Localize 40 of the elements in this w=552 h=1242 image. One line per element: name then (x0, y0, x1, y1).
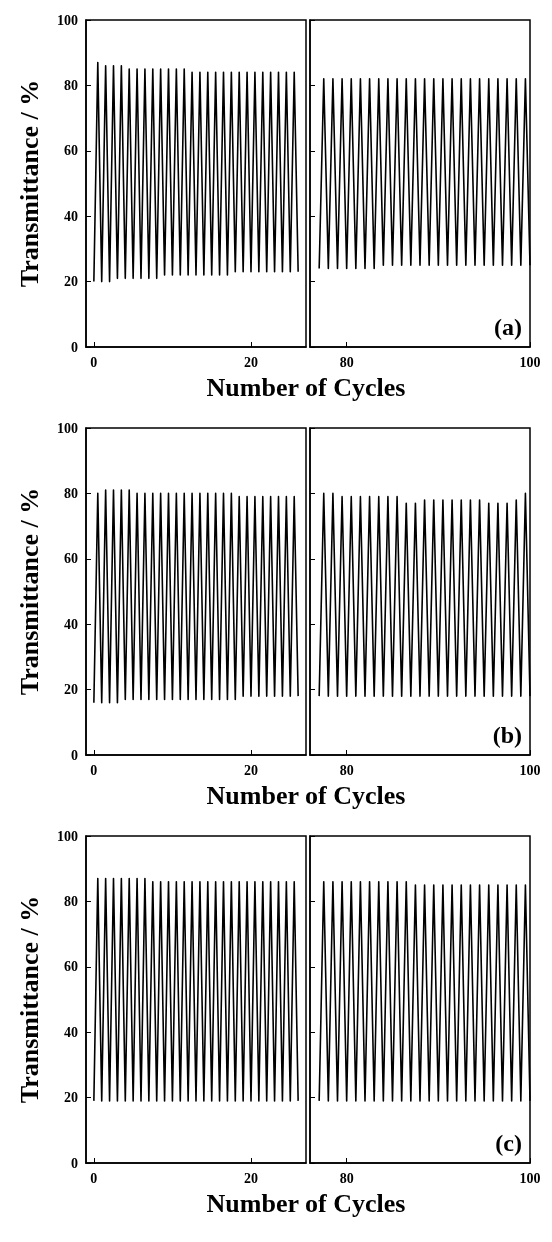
y-tick-label: 60 (64, 551, 78, 567)
y-axis-title: Transmittance / % (14, 79, 44, 288)
y-tick-label: 80 (64, 77, 78, 93)
y-tick-label: 80 (64, 485, 78, 501)
y-tick-label: 0 (71, 747, 78, 763)
x-tick-label: 0 (90, 354, 98, 370)
y-tick-label: 80 (64, 893, 78, 909)
x-tick-label: 20 (244, 354, 258, 370)
x-tick-label: 80 (339, 354, 354, 370)
y-tick-label: 60 (64, 143, 78, 159)
x-axis-title: Number of Cycles (205, 781, 407, 811)
x-tick-label: 20 (244, 762, 258, 778)
x-axis-title: Number of Cycles (205, 373, 407, 403)
x-tick-label: 0 (90, 1170, 98, 1186)
y-tick-label: 100 (57, 828, 78, 844)
annotation: (a) (494, 314, 522, 340)
y-tick-label: 60 (64, 959, 78, 975)
annotation: (c) (495, 1130, 522, 1156)
y-tick-label: 20 (64, 682, 78, 698)
y-tick-label: 20 (64, 1090, 78, 1106)
x-tick-label: 100 (519, 1170, 541, 1186)
y-axis-title: Transmittance / % (14, 895, 44, 1104)
x-tick-label: 100 (519, 354, 541, 370)
y-tick-label: 40 (64, 1024, 78, 1040)
y-tick-label: 100 (57, 420, 78, 436)
x-tick-label: 0 (90, 762, 98, 778)
y-axis-title: Transmittance / % (14, 487, 44, 696)
x-axis-title: Number of Cycles (205, 1189, 407, 1219)
annotation: (b) (492, 722, 523, 748)
y-tick-label: 40 (64, 616, 78, 632)
x-tick-label: 100 (519, 762, 541, 778)
y-tick-label: 100 (57, 12, 78, 28)
x-tick-label: 20 (244, 1170, 258, 1186)
y-tick-label: 0 (71, 339, 78, 355)
x-tick-label: 80 (339, 1170, 354, 1186)
x-tick-label: 80 (339, 762, 354, 778)
y-tick-label: 0 (71, 1155, 78, 1171)
line-series (93, 489, 299, 704)
y-tick-label: 40 (64, 208, 78, 224)
y-tick-label: 20 (64, 274, 78, 290)
